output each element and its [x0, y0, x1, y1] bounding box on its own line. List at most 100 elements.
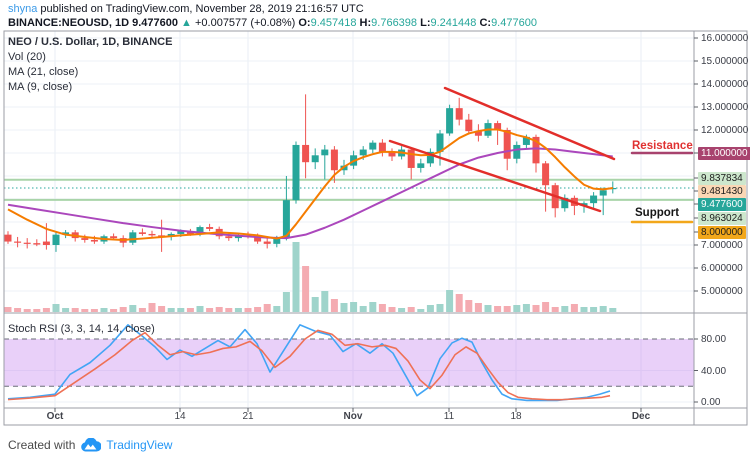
support-annotation: Support: [635, 207, 680, 219]
stoch-axis-label: 40.00: [701, 365, 727, 377]
volume-bar: [81, 309, 89, 312]
price-axis-label: 11.000000: [698, 147, 750, 160]
time-axis-label: Dec: [631, 411, 651, 422]
candle-body: [330, 149, 338, 171]
candle-body: [14, 241, 22, 243]
volume-bar: [359, 306, 367, 312]
time-axis-label: 11: [443, 411, 455, 422]
volume-bar: [522, 304, 530, 312]
volume-bar: [580, 307, 588, 312]
candle-body: [302, 144, 310, 163]
candle-body: [129, 232, 137, 243]
volume-bar: [590, 307, 598, 312]
candle-body: [369, 142, 377, 150]
stoch-band: [4, 339, 694, 387]
volume-bar: [330, 299, 338, 312]
volume-bar: [513, 305, 521, 312]
volume-bar: [340, 303, 348, 312]
candle-body: [282, 200, 290, 238]
volume-bar: [388, 307, 396, 312]
candle-body: [494, 123, 502, 130]
candle-body: [292, 144, 300, 201]
candle-body: [321, 149, 329, 156]
volume-bar: [417, 309, 425, 312]
candle-body: [532, 136, 540, 164]
candle-body: [148, 233, 156, 236]
candle-body: [446, 108, 454, 134]
volume-bar: [474, 303, 482, 312]
volume-bar: [282, 292, 290, 312]
candle-body: [4, 234, 12, 242]
candle-body: [561, 197, 569, 209]
volume-bar: [186, 308, 194, 312]
author-link[interactable]: shyna: [8, 3, 38, 15]
volume-bar: [196, 306, 204, 312]
time-axis-label: 18: [510, 411, 522, 422]
volume-bar: [33, 309, 41, 312]
volume-bar: [292, 242, 300, 312]
lower-trendline: [388, 139, 602, 213]
legend-symbol-title: NEO / U.S. Dollar, 1D, BINANCE: [8, 36, 173, 48]
volume-bar: [542, 302, 550, 312]
legend-ma21-study: MA (21, close): [8, 66, 79, 78]
candle-body: [590, 195, 598, 204]
candle-body: [359, 149, 367, 156]
volume-bar: [378, 304, 386, 312]
last-price: 9.477600: [132, 17, 178, 29]
resistance-annotation: Resistance: [632, 140, 693, 152]
time-axis-label: Nov: [343, 411, 363, 422]
volume-bar: [407, 307, 415, 312]
volume-bar: [71, 308, 79, 312]
chart-border: [3, 30, 748, 426]
footer: Created with TradingView: [8, 438, 172, 452]
price-axis-label: 9.477600: [698, 198, 746, 211]
candle-body: [225, 236, 233, 239]
volume-bar: [350, 302, 358, 312]
volume-bar: [561, 306, 569, 312]
candle-body: [542, 163, 550, 186]
price-axis-label: 5.000000: [701, 286, 743, 297]
tradingview-brand-link[interactable]: TradingView: [106, 438, 173, 452]
candle-body: [42, 241, 50, 245]
volume-bar: [215, 307, 223, 312]
candle-body: [426, 151, 434, 164]
change-up-arrow-icon: ▲: [181, 17, 192, 29]
volume-bar: [503, 306, 511, 312]
stoch-axis-label: 0.00: [701, 397, 721, 408]
candle-body: [206, 227, 214, 229]
volume-bar: [100, 308, 108, 312]
legend-volume-study: Vol (20): [8, 51, 46, 63]
candle-body: [436, 133, 444, 152]
volume-bar: [62, 308, 70, 312]
price-axis-label: 15.000000: [701, 56, 749, 67]
volume-bar: [4, 307, 12, 312]
price-axis-label: 14.000000: [701, 79, 749, 90]
volume-bar: [138, 308, 146, 312]
volume-bar: [244, 308, 252, 312]
volume-bar: [273, 306, 281, 312]
candle-body: [90, 239, 98, 242]
price-axis-label: 16.000000: [701, 33, 749, 44]
price-axis-label: 8.000000: [698, 226, 746, 239]
volume-bar: [532, 305, 540, 312]
candle-body: [522, 136, 530, 145]
candle-body: [311, 155, 319, 163]
publish-info-line: shyna published on TradingView.com, Nove…: [8, 3, 364, 15]
price-change: +0.007577 (+0.08%): [194, 17, 296, 29]
candle-body: [254, 236, 262, 242]
price-axis-label: 6.000000: [701, 263, 743, 274]
volume-bar: [455, 294, 463, 312]
tradingview-logo-icon[interactable]: [80, 438, 102, 452]
volume-bar: [426, 305, 434, 312]
volume-bar: [110, 309, 118, 312]
candle-body: [503, 130, 511, 159]
open-label: O:: [298, 17, 311, 29]
candle-body: [263, 241, 271, 244]
symbol-name: BINANCE:NEOUSD, 1D: [8, 17, 130, 29]
ma9-line: [7, 128, 613, 241]
stoch-K-line: [7, 324, 611, 402]
price-axis: 16.000000 15.000000 14.000000 13.000000 12.0…: [694, 0, 750, 458]
time-axis-label: 21: [242, 411, 254, 422]
volume-bar: [321, 291, 329, 312]
